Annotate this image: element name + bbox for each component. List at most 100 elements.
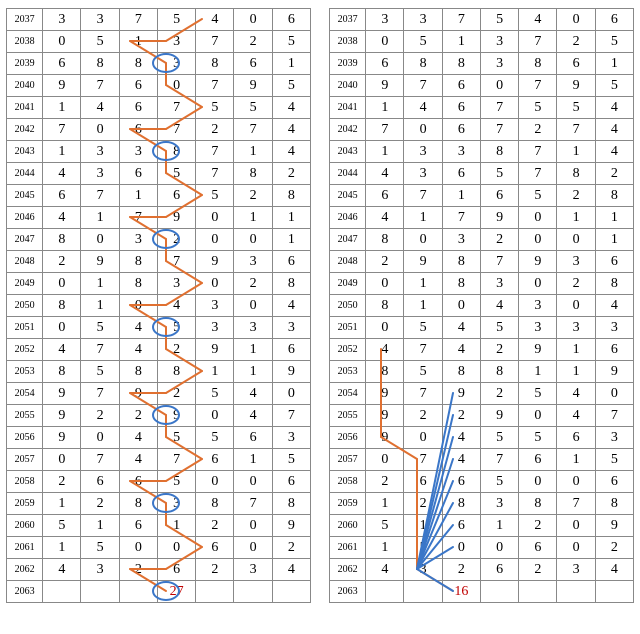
data-cell: 7	[366, 119, 404, 141]
row-header: 2053	[7, 361, 43, 383]
row-header: 2041	[330, 97, 366, 119]
data-cell: 9	[272, 361, 310, 383]
data-cell: 5	[196, 185, 234, 207]
data-cell: 6	[595, 251, 633, 273]
data-cell: 6	[272, 9, 310, 31]
data-cell: 8	[119, 53, 157, 75]
data-cell: 1	[366, 97, 404, 119]
row-header: 2049	[7, 273, 43, 295]
data-cell: 2	[43, 251, 81, 273]
data-cell: 7	[43, 119, 81, 141]
data-cell: 3	[157, 493, 195, 515]
data-cell: 4	[480, 295, 518, 317]
data-cell: 7	[557, 493, 595, 515]
data-cell: 0	[196, 207, 234, 229]
data-cell: 0	[234, 537, 272, 559]
data-cell: 4	[366, 207, 404, 229]
row-header: 2051	[7, 317, 43, 339]
data-cell: 0	[43, 317, 81, 339]
table-row: 20591283878	[7, 493, 311, 515]
data-cell: 7	[272, 405, 310, 427]
data-cell: 9	[404, 251, 442, 273]
data-cell: 3	[119, 229, 157, 251]
data-cell: 0	[519, 273, 557, 295]
data-cell: 4	[272, 295, 310, 317]
table-row: 20591283878	[330, 493, 634, 515]
data-cell: 2	[234, 31, 272, 53]
data-cell: 7	[196, 31, 234, 53]
table-row: 20490183028	[7, 273, 311, 295]
data-cell: 0	[196, 273, 234, 295]
data-cell: 2	[442, 559, 480, 581]
data-cell: 4	[81, 97, 119, 119]
table-row: 20508104304	[7, 295, 311, 317]
data-cell: 7	[234, 119, 272, 141]
table-row: 20427067274	[330, 119, 634, 141]
data-cell: 5	[81, 31, 119, 53]
data-cell: 3	[234, 559, 272, 581]
data-cell: 3	[519, 317, 557, 339]
data-cell: 7	[519, 163, 557, 185]
data-cell: 5	[595, 449, 633, 471]
data-cell: 7	[480, 251, 518, 273]
data-cell: 8	[442, 493, 480, 515]
right_panel-table: 2037337540620380513725203968838612040976…	[329, 8, 634, 603]
data-cell: 4	[519, 9, 557, 31]
data-cell: 3	[157, 31, 195, 53]
data-cell: 7	[480, 97, 518, 119]
data-cell: 27	[157, 581, 195, 603]
table-row: 20549792540	[7, 383, 311, 405]
data-cell	[366, 581, 404, 603]
data-cell: 2	[196, 515, 234, 537]
table-row: 20569045563	[330, 427, 634, 449]
row-header: 2042	[330, 119, 366, 141]
data-cell: 4	[366, 163, 404, 185]
data-cell: 7	[157, 449, 195, 471]
data-cell: 5	[404, 31, 442, 53]
data-cell: 2	[480, 339, 518, 361]
data-cell: 8	[43, 361, 81, 383]
data-cell: 2	[595, 163, 633, 185]
row-header: 2046	[7, 207, 43, 229]
data-cell: 1	[557, 361, 595, 383]
data-cell: 0	[234, 295, 272, 317]
data-cell: 3	[480, 31, 518, 53]
data-cell: 4	[43, 207, 81, 229]
data-cell: 8	[81, 53, 119, 75]
data-cell: 5	[234, 97, 272, 119]
data-cell: 3	[119, 141, 157, 163]
data-cell: 3	[595, 427, 633, 449]
data-cell: 0	[196, 229, 234, 251]
row-header: 2059	[7, 493, 43, 515]
data-cell: 3	[81, 9, 119, 31]
data-cell: 4	[119, 449, 157, 471]
data-cell: 4	[119, 339, 157, 361]
left-panel: 2037337540620380513725203968838612040976…	[6, 8, 311, 603]
row-header: 2058	[330, 471, 366, 493]
data-cell: 8	[196, 493, 234, 515]
data-cell: 0	[81, 427, 119, 449]
data-cell: 6	[234, 53, 272, 75]
table-row: 20464179011	[330, 207, 634, 229]
data-cell: 1	[366, 141, 404, 163]
table-row: 20431338714	[7, 141, 311, 163]
data-cell: 4	[272, 559, 310, 581]
data-cell: 3	[557, 559, 595, 581]
data-cell: 9	[43, 75, 81, 97]
data-cell: 1	[557, 207, 595, 229]
data-cell: 9	[43, 405, 81, 427]
data-cell: 5	[43, 515, 81, 537]
table-row: 20396883861	[7, 53, 311, 75]
data-cell: 2	[404, 493, 442, 515]
table-row: 20605161209	[7, 515, 311, 537]
data-cell: 3	[366, 9, 404, 31]
row-header: 2040	[7, 75, 43, 97]
data-cell: 5	[81, 537, 119, 559]
data-cell: 4	[43, 339, 81, 361]
data-cell: 6	[119, 471, 157, 493]
data-cell: 4	[272, 119, 310, 141]
data-cell: 2	[442, 405, 480, 427]
row-header: 2060	[7, 515, 43, 537]
data-cell: 2	[157, 339, 195, 361]
data-cell: 3	[557, 251, 595, 273]
